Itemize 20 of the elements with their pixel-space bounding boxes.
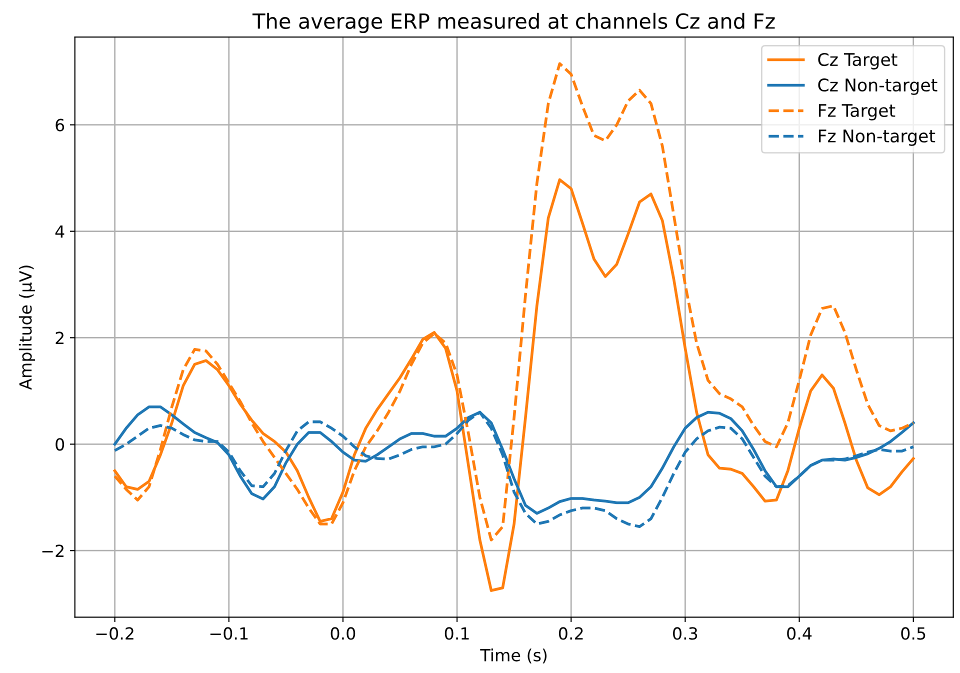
x-tick-label: 0.1	[444, 627, 469, 640]
legend-label: Fz Target	[818, 104, 896, 120]
x-tick-label: 0.3	[673, 627, 698, 640]
x-tick-label: −0.1	[210, 627, 248, 640]
chart-title: The average ERP measured at channels Cz and Fz	[252, 12, 775, 34]
y-tick-label: 2	[56, 332, 64, 344]
x-tick-label: 0.4	[787, 627, 812, 640]
legend-label: Cz Target	[818, 52, 898, 70]
x-axis-title: Time (s)	[480, 648, 547, 664]
y-tick-label: 0	[56, 438, 64, 451]
legend-label: Fz Non-target	[818, 130, 936, 146]
x-tick-label: 0.0	[330, 627, 356, 640]
x-tick-label: 0.2	[558, 627, 583, 640]
y-axis-title: Amplitude (µV)	[18, 266, 36, 390]
x-tick-label: −0.2	[96, 627, 134, 640]
x-tick-label: 0.5	[901, 627, 926, 640]
y-tick-label: 4	[55, 225, 64, 238]
y-tick-label: 6	[56, 118, 64, 132]
y-tick-label: −2	[42, 544, 64, 557]
legend-label: Cz Non-target	[818, 78, 938, 95]
